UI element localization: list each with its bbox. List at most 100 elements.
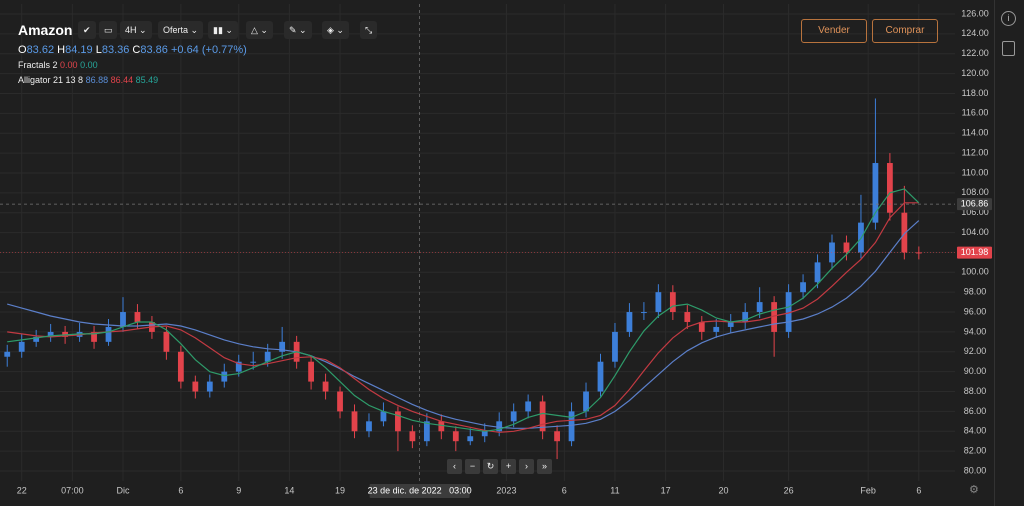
- ohlc-value: 83.62: [26, 44, 55, 56]
- ohlc-key: L: [95, 44, 102, 56]
- x-tick-label: 9: [236, 485, 241, 495]
- x-tick-label: 22: [17, 485, 27, 495]
- scroll-right[interactable]: ›: [519, 459, 534, 474]
- y-tick-label: 126.00: [961, 8, 989, 18]
- candle-body: [901, 212, 908, 253]
- candle-body: [785, 292, 792, 332]
- timeframe: 4H: [125, 25, 137, 35]
- indicator-name: Fractals 2: [18, 60, 58, 70]
- ohlc-key: O: [18, 44, 27, 56]
- reset[interactable]: ↻: [483, 459, 498, 474]
- ohlc-value: 83.36: [101, 44, 130, 56]
- x-tick-label: 6: [562, 485, 567, 495]
- indicator-row: Alligator 21 13 8 86.88 86.44 85.49: [18, 75, 158, 85]
- zoom-out[interactable]: −: [465, 459, 480, 474]
- candle-body: [510, 411, 517, 422]
- candle-body: [47, 331, 54, 337]
- candle-body: [742, 312, 749, 322]
- ohlc-key: C: [132, 44, 141, 56]
- price-type: Oferta: [163, 25, 189, 35]
- candle-body: [481, 431, 488, 437]
- y-tick-label: 82.00: [964, 446, 987, 456]
- timeframe-button[interactable]: 4H ⌄: [120, 21, 152, 39]
- y-tick-label: 98.00: [964, 287, 987, 297]
- candle-body: [250, 361, 257, 363]
- alligator-line: [7, 202, 919, 433]
- zoom-in[interactable]: +: [501, 459, 516, 474]
- y-tick-label: 100.00: [961, 267, 989, 277]
- indicator-value: 0.00: [80, 60, 98, 70]
- candle-body: [612, 331, 618, 362]
- drawing-button[interactable]: ✎ ⌄: [284, 21, 312, 39]
- sidebar-border: [994, 0, 995, 506]
- candle-body: [886, 163, 893, 213]
- verified-icon[interactable]: ✔: [78, 21, 96, 39]
- candle-body: [409, 431, 416, 442]
- scroll-left[interactable]: ‹: [447, 459, 462, 474]
- candle-body: [756, 302, 763, 313]
- settings-button[interactable]: ⚙: [969, 484, 979, 496]
- y-tick-label: 96.00: [964, 306, 987, 316]
- layers-button[interactable]: ◈ ⌄: [322, 21, 349, 39]
- candle-body: [337, 391, 343, 412]
- buy-button[interactable]: Comprar: [872, 19, 938, 43]
- candle-body: [177, 351, 184, 382]
- price-type-button[interactable]: Oferta ⌄: [158, 21, 204, 39]
- candle-body: [727, 321, 734, 327]
- x-tick-label: 6: [916, 485, 921, 495]
- y-tick-label: 94.00: [964, 326, 987, 336]
- candle-body: [206, 381, 213, 392]
- y-tick-label: 114.00: [962, 128, 989, 138]
- candle-body: [264, 351, 271, 362]
- x-tick-label: 14: [284, 485, 294, 495]
- sell-button[interactable]: Vender: [801, 19, 867, 43]
- crosshair-time-label: 23 de dic. de 2022 03:00: [368, 485, 472, 495]
- candle-body: [698, 321, 705, 332]
- info-button[interactable]: i: [1001, 11, 1016, 26]
- candle-body: [308, 361, 314, 382]
- candle-body: [626, 312, 633, 332]
- y-tick-label: 90.00: [964, 366, 987, 376]
- y-tick-label: 80.00: [964, 465, 987, 475]
- candle-body: [496, 421, 503, 432]
- symbol-title: Amazon: [18, 22, 73, 38]
- candle-body: [91, 331, 97, 342]
- candle-body: [771, 302, 778, 332]
- candle-body: [105, 326, 112, 342]
- candle-body: [366, 421, 372, 432]
- candle-body: [641, 312, 647, 314]
- y-tick-label: 112.00: [962, 147, 989, 157]
- indicators: Fractals 2 0.00 0.00 Alligator 21 13 8 86…: [18, 60, 158, 90]
- indicators-button[interactable]: △ ⌄: [246, 21, 273, 39]
- candle-body: [814, 262, 821, 283]
- y-tick-label: 92.00: [964, 346, 987, 356]
- crosshair-price-tag: [957, 198, 992, 211]
- ohlc-key: H: [57, 44, 66, 56]
- candle-body: [568, 411, 575, 442]
- x-tick-label: 6: [178, 485, 183, 495]
- y-tick-label: 116.00: [962, 108, 989, 118]
- indicator-row: Fractals 2 0.00 0.00: [18, 60, 158, 70]
- candle-body: [467, 436, 474, 442]
- y-tick-label: 106.00: [961, 207, 989, 217]
- x-tick-label: Dic: [116, 485, 129, 495]
- y-tick-label: 104.00: [961, 227, 989, 237]
- candle-body: [655, 292, 662, 313]
- candle-body: [351, 411, 358, 432]
- x-tick-label: 17: [661, 485, 671, 495]
- indicator-name: Alligator 21 13 8: [18, 75, 84, 85]
- fullscreen-button[interactable]: ⤡: [360, 21, 378, 39]
- candle-body: [33, 336, 40, 342]
- candle-style-button[interactable]: ▮▮ ⌄: [208, 21, 238, 39]
- notes-button[interactable]: [1002, 41, 1015, 56]
- scroll-end[interactable]: »: [537, 459, 552, 474]
- y-tick-label: 86.00: [964, 406, 987, 416]
- x-tick-label: 20: [718, 485, 728, 495]
- x-tick-label: Feb: [860, 485, 876, 495]
- chart-type-button[interactable]: ▭: [99, 21, 117, 39]
- y-tick-label: 122.00: [961, 48, 989, 58]
- indicator-value: 86.88: [85, 75, 109, 85]
- candle-body: [395, 411, 401, 432]
